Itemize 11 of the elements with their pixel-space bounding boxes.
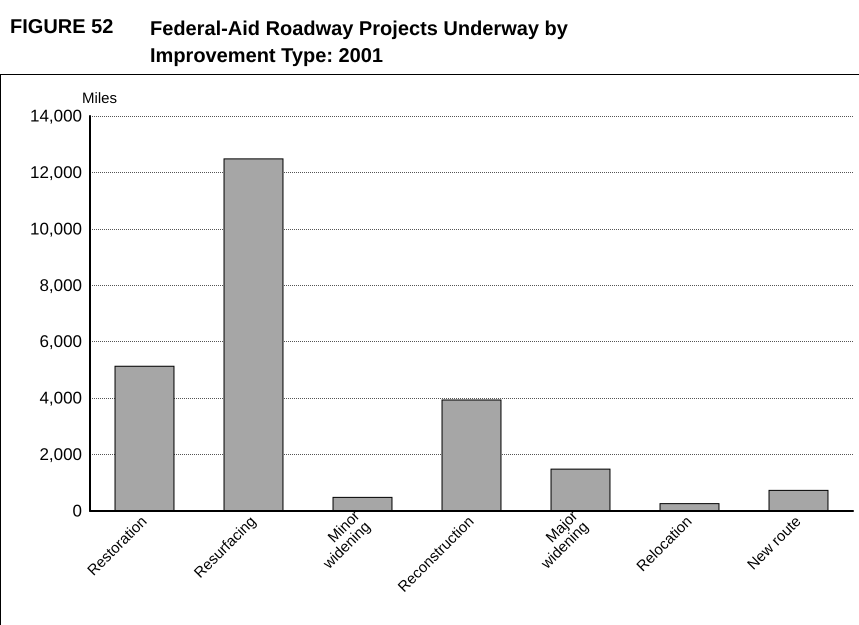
y-tick-label: 10,000 [30,219,82,238]
chart-title: Federal-Aid Roadway Projects Underway by Improvement Type: 2001 [150,17,569,69]
y-tick-label: 12,000 [30,162,82,182]
y-tick-label: 0 [72,502,82,520]
y-tick-label: 4,000 [39,388,82,408]
y-tick-label: 8,000 [39,276,82,295]
y-tick-label: 6,000 [39,332,82,352]
y-tick-label: 14,000 [30,106,82,126]
y-tick-label: 2,000 [39,445,82,464]
y-axis-title: Miles [82,90,118,107]
caption: FIGURE 52 [10,16,114,39]
